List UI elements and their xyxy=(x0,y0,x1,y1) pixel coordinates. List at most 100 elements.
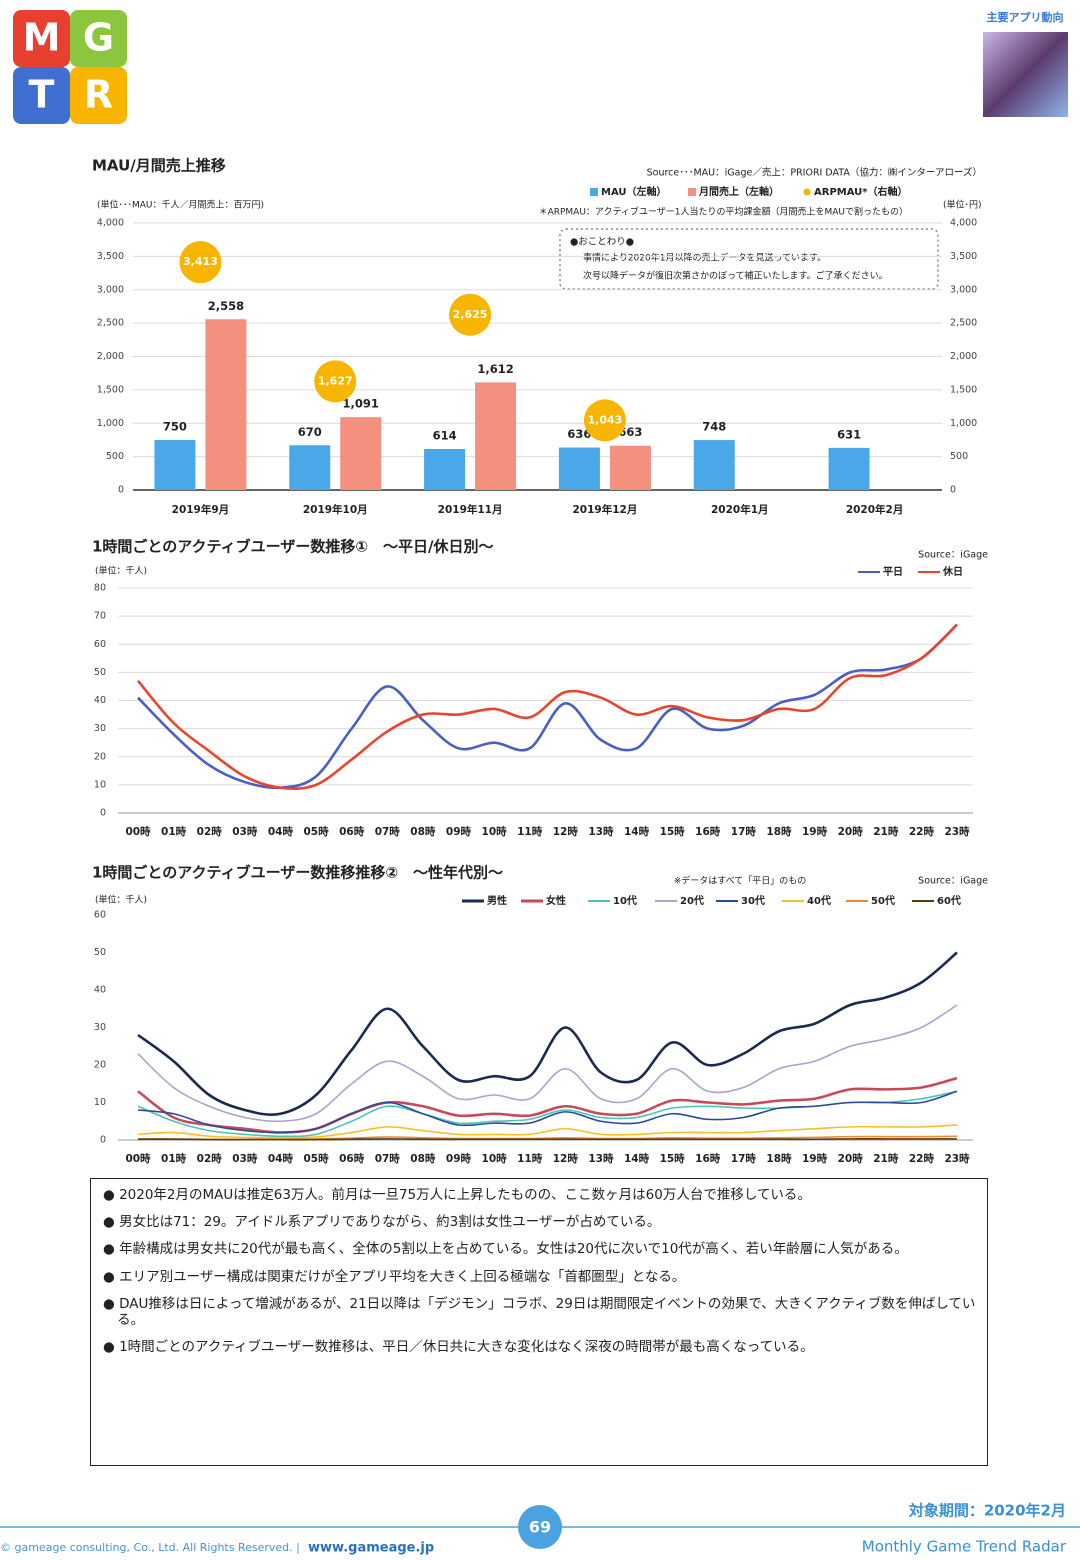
x-tick-label: 2020年2月 xyxy=(846,503,904,516)
y-tick-label: 500 xyxy=(950,451,968,462)
y-tick-label: 2,000 xyxy=(950,351,977,362)
y-tick-label: 3,500 xyxy=(950,251,977,262)
x-tick-label: 09時 xyxy=(446,825,472,838)
series-line xyxy=(137,951,958,1116)
logo-tile xyxy=(13,67,70,124)
data-label: 2,625 xyxy=(453,308,488,321)
bar xyxy=(693,440,735,490)
x-tick-label: 14時 xyxy=(624,1152,650,1165)
x-tick-label: 22時 xyxy=(909,825,935,838)
y-tick-label: 30 xyxy=(94,1022,106,1033)
unit-left: (単位･･･MAU：千人／月間売上：百万円) xyxy=(97,199,264,211)
x-tick-label: 23時 xyxy=(944,1152,970,1165)
period: 対象期間：2020年2月 xyxy=(908,1502,1066,1520)
bar xyxy=(558,447,600,490)
y-tick-label: 2,000 xyxy=(97,351,124,362)
y-tick-label: 4,000 xyxy=(97,218,124,229)
brand: Monthly Game Trend Radar xyxy=(862,1538,1067,1556)
series-line xyxy=(137,1076,958,1134)
page-number: 69 xyxy=(529,1518,551,1537)
x-tick-label: 14時 xyxy=(624,825,650,838)
y-tick-label: 60 xyxy=(94,910,106,921)
legend-swatch xyxy=(590,188,598,196)
notice-box xyxy=(559,228,939,290)
x-tick-label: 17時 xyxy=(731,825,757,838)
chart-title: 1時間ごとのアクティブユーザー数推移推移② ～性年代別～ xyxy=(92,864,503,882)
notice-line: 事情により2020年1月以降の売上データを見送っています。 xyxy=(583,252,826,264)
legend-label: MAU（左軸） xyxy=(601,185,667,198)
bubble xyxy=(179,241,222,284)
series-line xyxy=(137,1138,957,1141)
data-label: 1,612 xyxy=(477,362,513,376)
legend-label: 女性 xyxy=(546,894,566,907)
logo-letter: G xyxy=(83,16,114,60)
legend-swatch xyxy=(688,188,696,196)
note-item: ● 男女比は71：29。アイドル系アプリでありながら、約3割は女性ユーザーが占め… xyxy=(103,1214,661,1231)
y-tick-label: 10 xyxy=(94,779,106,790)
bar xyxy=(475,382,517,490)
x-tick-label: 12時 xyxy=(553,825,579,838)
x-tick-label: 00時 xyxy=(125,1152,151,1165)
summary-box: ● 2020年2月のMAUは推定63万人。前月は一旦75万人に上昇したものの、こ… xyxy=(90,1178,988,1466)
chart-title: MAU/月間売上推移 xyxy=(92,157,226,175)
legend-label: 30代 xyxy=(741,894,765,907)
data-label: 2,558 xyxy=(208,299,244,313)
legend-label: 60代 xyxy=(937,894,961,907)
x-tick-label: 09時 xyxy=(446,1152,472,1165)
x-tick-label: 10時 xyxy=(482,1152,508,1165)
x-tick-label: 15時 xyxy=(660,1152,686,1165)
y-tick-label: 0 xyxy=(100,808,106,819)
y-tick-label: 40 xyxy=(94,695,106,706)
x-tick-label: 11時 xyxy=(517,825,543,838)
bar xyxy=(424,449,466,490)
y-tick-label: 30 xyxy=(94,723,106,734)
x-tick-label: 11時 xyxy=(517,1152,543,1165)
legend-label: 10代 xyxy=(613,894,637,907)
y-tick-label: 20 xyxy=(94,751,106,762)
series-line xyxy=(137,623,958,790)
y-tick-label: 20 xyxy=(94,1060,106,1071)
logo-tile xyxy=(13,10,70,67)
x-tick-label: 18時 xyxy=(766,1152,792,1165)
series-line xyxy=(137,1124,958,1139)
logo-letter: R xyxy=(84,73,113,117)
data-label: 670 xyxy=(298,425,322,439)
x-tick-label: 05時 xyxy=(303,1152,329,1165)
y-tick-label: 50 xyxy=(94,667,106,678)
bar xyxy=(154,439,196,490)
series-line xyxy=(137,1004,958,1123)
note-item: ● DAU推移は日によって増減があるが、21日以降は「デジモン」コラボ、29日は… xyxy=(103,1295,976,1328)
y-tick-label: 70 xyxy=(94,611,106,622)
x-tick-label: 08時 xyxy=(410,825,436,838)
x-tick-label: 2019年9月 xyxy=(172,503,230,516)
bubble xyxy=(314,360,357,403)
x-tick-label: 22時 xyxy=(909,1152,935,1165)
series-line xyxy=(137,1090,958,1134)
x-tick-label: 23時 xyxy=(944,825,970,838)
legend-label: 平日 xyxy=(883,566,903,578)
chart-title: 1時間ごとのアクティブユーザー数推移① ～平日/休日別～ xyxy=(92,538,494,556)
y-tick-label: 80 xyxy=(94,583,106,594)
data-label: 1,043 xyxy=(588,413,623,426)
x-tick-label: 19時 xyxy=(802,825,828,838)
x-tick-label: 18時 xyxy=(766,825,792,838)
unit: (単位：千人) xyxy=(95,894,147,906)
bubble xyxy=(583,399,626,442)
note-item: ● エリア別ユーザー構成は関東だけが全アプリ平均を大きく上回る極端な「首都圏型」… xyxy=(103,1268,686,1285)
y-tick-label: 0 xyxy=(118,485,124,496)
x-tick-label: 20時 xyxy=(838,825,864,838)
source: Source：iGage xyxy=(918,550,988,561)
legend-label: 男性 xyxy=(487,894,507,907)
app-icon xyxy=(983,32,1068,117)
x-tick-label: 21時 xyxy=(873,1152,899,1165)
legend-label: 月間売上（左軸） xyxy=(698,185,779,198)
data-label: 3,413 xyxy=(183,255,218,268)
data-label: 748 xyxy=(702,420,726,434)
x-tick-label: 02時 xyxy=(197,1152,223,1165)
page-badge xyxy=(518,1505,562,1549)
data-label: 750 xyxy=(163,419,187,433)
note: ※データはすべて「平日」のもの xyxy=(674,875,807,887)
x-tick-label: 03時 xyxy=(232,825,258,838)
copyright: © gameage consulting, Co., Ltd. All Righ… xyxy=(0,1541,300,1554)
